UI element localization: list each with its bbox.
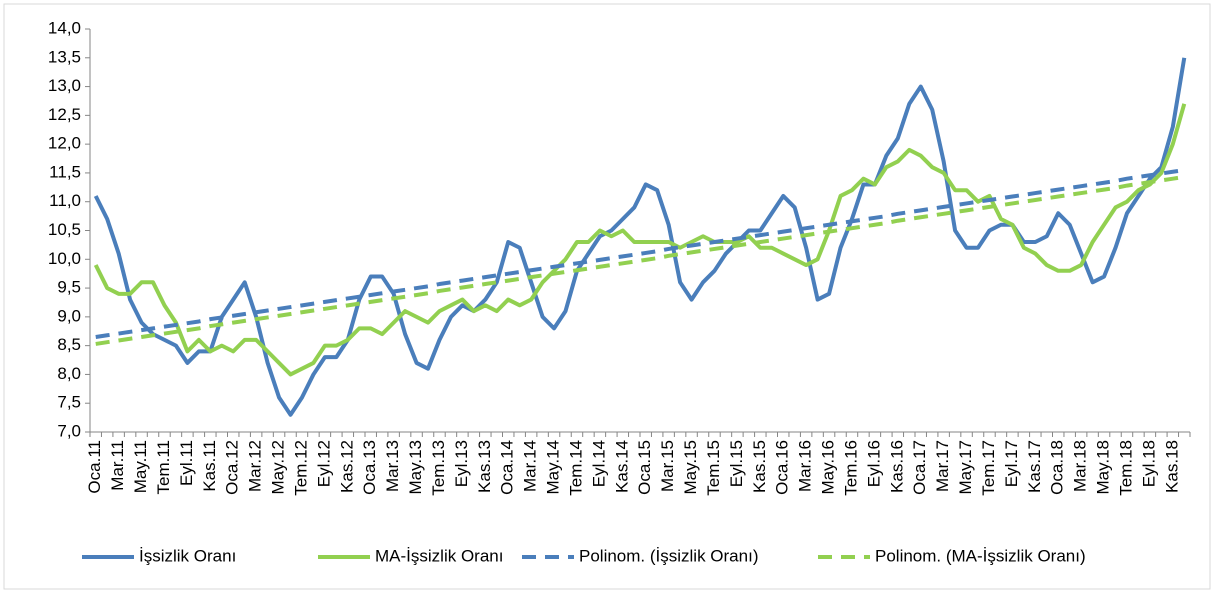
x-tick-label: Kas.16	[887, 440, 906, 493]
x-tick-label: Kas.15	[750, 440, 769, 493]
y-tick-label: 7,5	[57, 393, 81, 412]
x-tick-label: May.11	[131, 440, 150, 493]
x-tick-label: Tem.14	[566, 440, 585, 496]
x-tick-label: Oca.13	[360, 440, 379, 495]
x-tick-label: Oca.11	[85, 440, 104, 494]
x-tick-label: Mar.18	[1071, 440, 1090, 492]
x-tick-label: Mar.12	[246, 440, 265, 492]
x-tick-label: Oca.14	[498, 440, 517, 495]
y-tick-label: 13,0	[48, 76, 81, 95]
x-tick-label: Kas.17	[1025, 440, 1044, 493]
y-tick-label: 9,0	[57, 306, 81, 325]
x-tick-label: Oca.18	[1048, 440, 1067, 495]
legend-label: MA-İşsizlik Oranı	[375, 546, 503, 565]
y-tick-label: 10,5	[48, 220, 81, 239]
x-tick-label: Mar.15	[658, 440, 677, 492]
x-tick-label: Eyl.17	[1002, 440, 1021, 487]
x-tick-label: Oca.17	[910, 440, 929, 495]
x-tick-label: Mar.17	[933, 440, 952, 492]
legend-label: Polinom. (MA-İşsizlik Oranı)	[875, 546, 1086, 565]
x-tick-label: May.13	[406, 440, 425, 495]
x-tick-label: Kas.14	[612, 440, 631, 493]
x-tick-label: Tem.16	[841, 440, 860, 496]
y-tick-label: 8,5	[57, 335, 81, 354]
x-tick-label: Eyl.13	[452, 440, 471, 487]
series-line	[93, 57, 1187, 417]
x-tick-label: Eyl.14	[589, 440, 608, 487]
x-tick-label: Kas.11	[200, 440, 219, 492]
y-tick-label: 12,0	[48, 134, 81, 153]
x-tick-label: May.16	[819, 440, 838, 495]
x-tick-label: Eyl.18	[1139, 440, 1158, 487]
x-tick-label: Tem.17	[979, 440, 998, 496]
x-tick-label: Oca.12	[223, 440, 242, 495]
x-tick-label: Kas.12	[337, 440, 356, 493]
x-tick-label: Oca.15	[635, 440, 654, 495]
x-tick-label: Kas.18	[1162, 440, 1181, 493]
x-tick-label: May.15	[681, 440, 700, 495]
x-tick-label: Kas.13	[475, 440, 494, 493]
x-tick-label: Mar.14	[521, 440, 540, 492]
legend-label: İşsizlik Oranı	[139, 546, 236, 565]
legend-label: Polinom. (İşsizlik Oranı)	[579, 546, 758, 565]
series-line	[93, 103, 1187, 377]
x-tick-label: Mar.13	[383, 440, 402, 492]
x-tick-label: Mar.16	[796, 440, 815, 492]
x-tick-label: Tem.12	[291, 440, 310, 496]
x-tick-label: Tem.18	[1116, 440, 1135, 496]
y-tick-label: 10,0	[48, 249, 81, 268]
x-tick-label: May.12	[269, 440, 288, 495]
chart-border	[3, 3, 1211, 590]
y-tick-label: 9,5	[57, 278, 81, 297]
x-tick-label: Mar.11	[108, 440, 127, 491]
y-tick-label: 11,5	[49, 162, 81, 181]
x-tick-label: Tem.15	[704, 440, 723, 496]
x-tick-label: May.17	[956, 440, 975, 495]
y-tick-label: 14,0	[48, 18, 81, 37]
x-tick-label: May.14	[544, 440, 563, 495]
x-tick-label: Eyl.11	[177, 440, 196, 486]
y-tick-label: 11,0	[49, 191, 81, 210]
x-tick-label: Tem.11	[154, 440, 173, 495]
x-tick-label: Eyl.15	[727, 440, 746, 487]
y-tick-label: 7,0	[57, 421, 81, 440]
y-tick-label: 12,5	[48, 105, 81, 124]
x-tick-label: Eyl.12	[314, 440, 333, 487]
x-tick-label: May.18	[1094, 440, 1113, 495]
y-tick-label: 8,0	[57, 364, 81, 383]
x-tick-label: Eyl.16	[864, 440, 883, 487]
y-tick-label: 13,5	[48, 47, 81, 66]
x-tick-label: Tem.13	[429, 440, 448, 496]
x-tick-label: Oca.16	[773, 440, 792, 495]
